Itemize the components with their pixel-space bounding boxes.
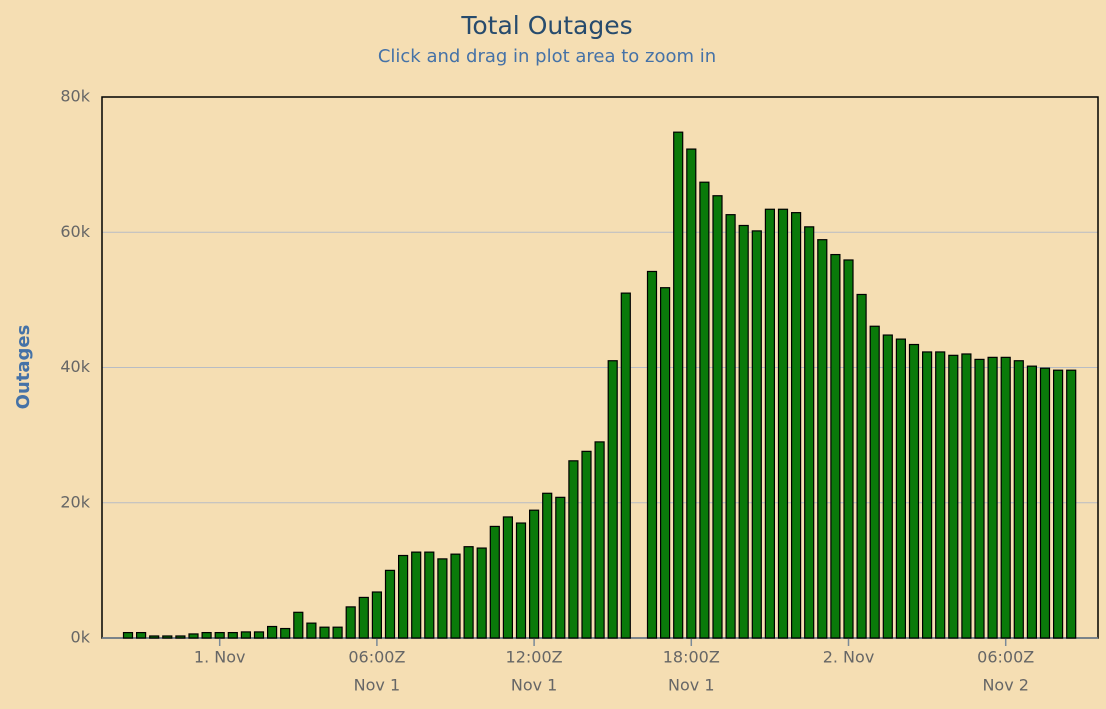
bar (856, 293, 867, 639)
x-tick-sublabel: Nov 1 (668, 676, 715, 695)
bar (253, 631, 265, 639)
bar (214, 631, 225, 639)
bar (1052, 369, 1064, 639)
bar (751, 230, 762, 639)
bar (1026, 365, 1038, 639)
bar (555, 496, 566, 639)
bar (673, 131, 684, 639)
bar (306, 622, 317, 639)
bar (450, 553, 461, 639)
bar (515, 522, 527, 639)
bar (332, 626, 343, 639)
bar (961, 353, 972, 639)
bar (974, 358, 985, 639)
bar (293, 611, 304, 639)
bar (895, 338, 907, 639)
bar (738, 224, 749, 639)
y-tick-label: 60k (60, 222, 90, 241)
bar (136, 631, 147, 639)
bar (240, 631, 251, 639)
bar (398, 554, 409, 639)
bar (476, 547, 487, 639)
bar (424, 551, 435, 639)
bar (371, 591, 382, 639)
bar (882, 334, 893, 639)
bar (686, 148, 697, 639)
bar (568, 460, 579, 639)
bar (620, 292, 631, 639)
bar (581, 450, 592, 639)
bar (921, 351, 933, 639)
bar (345, 606, 356, 639)
y-tick-label: 80k (60, 87, 90, 106)
x-tick-sublabel: Nov 1 (354, 676, 401, 695)
bar (830, 253, 841, 639)
bar (319, 626, 330, 639)
chart-subtitle: Click and drag in plot area to zoom in (378, 46, 716, 67)
bar (935, 351, 946, 639)
x-tick-label: 2. Nov (823, 648, 875, 667)
x-tick-label: 12:00Z (506, 648, 563, 667)
bar (384, 569, 396, 639)
bar (699, 181, 710, 639)
bar (162, 635, 173, 639)
chart-title: Total Outages (460, 11, 632, 40)
bar (188, 633, 199, 639)
bar (528, 509, 540, 639)
y-tick-label: 20k (60, 492, 90, 511)
bar (607, 360, 618, 639)
bar (149, 635, 160, 639)
bar (201, 631, 212, 639)
bar (817, 239, 828, 639)
bar (948, 354, 959, 639)
bar (227, 631, 238, 639)
bar (790, 212, 802, 639)
x-tick-label: 06:00Z (977, 648, 1034, 667)
bar (1000, 356, 1011, 639)
x-tick-label: 1. Nov (194, 648, 246, 667)
bar (463, 546, 474, 639)
bar (987, 356, 998, 639)
bar (411, 551, 422, 639)
bar (777, 208, 789, 639)
y-tick-label: 0k (71, 628, 91, 647)
bar (1039, 367, 1051, 639)
bar (908, 343, 920, 639)
bar (843, 259, 854, 639)
bar (646, 270, 658, 639)
bar (1013, 360, 1024, 639)
y-axis-title: Outages (13, 325, 34, 410)
bar (502, 516, 513, 639)
bar (437, 558, 448, 639)
bar (542, 492, 553, 639)
bar (175, 635, 186, 639)
bar (764, 208, 776, 639)
x-tick-sublabel: Nov 1 (511, 676, 558, 695)
bar (489, 525, 500, 639)
bar (712, 195, 723, 639)
bar (659, 287, 671, 639)
bar (725, 214, 736, 639)
bar (594, 441, 605, 639)
bar (280, 627, 291, 639)
x-tick-label: 18:00Z (663, 648, 720, 667)
y-tick-label: 40k (60, 357, 90, 376)
bar (358, 596, 369, 639)
x-tick-label: 06:00Z (348, 648, 405, 667)
bar (267, 625, 278, 639)
bar (122, 631, 134, 639)
bar (869, 325, 880, 639)
bar (1066, 369, 1077, 639)
bar (804, 226, 815, 639)
x-tick-sublabel: Nov 2 (982, 676, 1029, 695)
